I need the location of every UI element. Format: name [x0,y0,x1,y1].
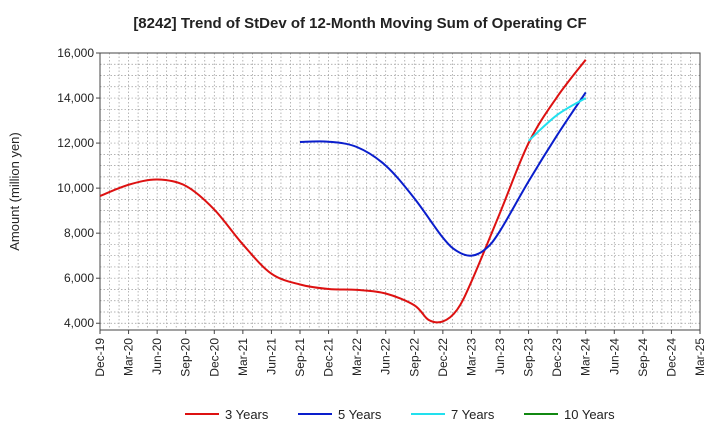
x-tick-label: Dec-20 [207,338,221,377]
x-tick-label: Mar-20 [122,338,136,376]
x-tick-label: Dec-24 [664,338,678,377]
legend-label-5-years: 5 Years [338,407,382,422]
x-tick-label: Mar-22 [350,338,364,376]
series-line-7-years [527,97,587,142]
x-tick-label: Sep-22 [407,338,421,377]
series-line-3-years [99,59,587,324]
x-tick-label: Jun-20 [150,338,164,375]
legend-label-3-years: 3 Years [225,407,269,422]
x-tick-label: Jun-23 [493,338,507,375]
x-tick-label: Dec-21 [322,338,336,377]
x-tick-label: Jun-22 [379,338,393,375]
x-tick-label: Mar-25 [693,338,707,376]
gridlines [99,52,701,330]
x-tick-label: Mar-24 [579,338,593,376]
x-tick-label: Sep-24 [636,338,650,377]
y-tick-label: 10,000 [57,181,94,195]
y-tick-label: 6,000 [64,271,94,285]
chart-title: [8242] Trend of StDev of 12-Month Moving… [133,15,586,32]
y-tick-label: 16,000 [57,46,94,60]
y-tick-label: 4,000 [64,316,94,330]
x-tick-label: Mar-21 [236,338,250,376]
plot-frame [99,52,701,331]
x-tick-label: Dec-19 [93,338,107,377]
x-tick-label: Sep-23 [522,338,536,377]
x-tick-label: Sep-21 [293,338,307,377]
x-tick-label: Sep-20 [179,338,193,377]
x-tick-label: Jun-21 [264,338,278,375]
legend-label-10-years: 10 Years [564,407,615,422]
x-tick-label: Dec-22 [436,338,450,377]
legend-label-7-years: 7 Years [451,407,495,422]
series-lines [99,59,587,324]
x-tick-label: Jun-24 [607,338,621,375]
y-axis-label: Amount (million yen) [7,132,22,251]
x-tick-label: Mar-23 [464,338,478,376]
y-tick-label: 12,000 [57,136,94,150]
legend: 3 Years 5 Years 7 Years 10 Years [185,407,615,422]
series-line-5-years [299,91,587,257]
x-tick-label: Dec-23 [550,338,564,377]
axes: 4,000 6,000 8,000 10,000 12,000 14,000 16,000 D… [57,46,707,377]
y-tick-label: 14,000 [57,91,94,105]
y-tick-label: 8,000 [64,226,94,240]
